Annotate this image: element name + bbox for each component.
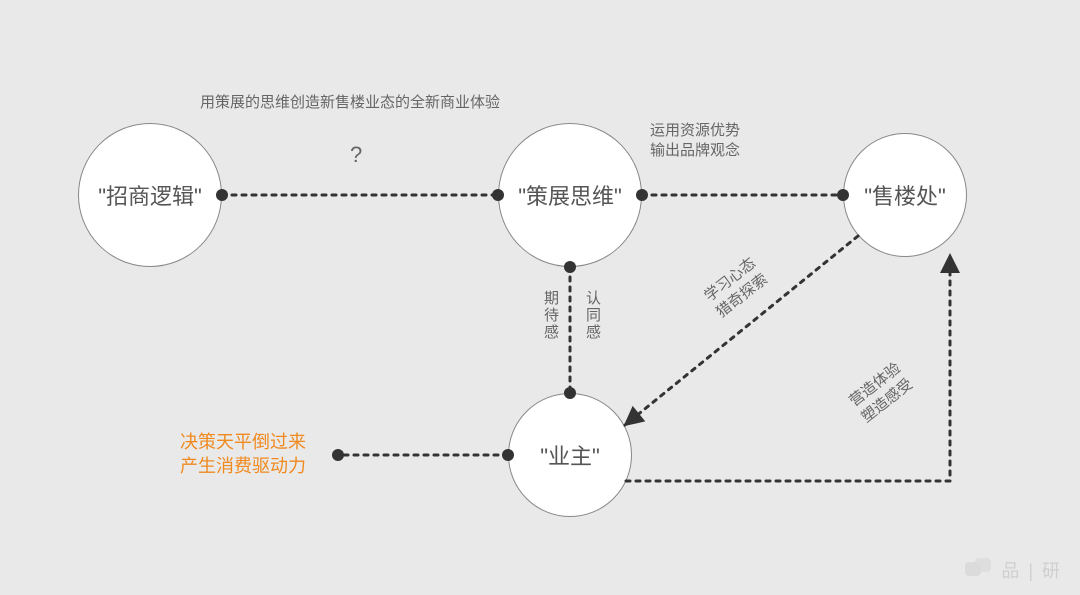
- question-mark: ?: [350, 140, 362, 171]
- label-orange-2: 产生消费驱动力: [180, 454, 306, 479]
- node-label: "售楼处": [864, 179, 946, 211]
- node-label: "招商逻辑": [98, 179, 202, 211]
- label-qidai: 期待感: [540, 290, 561, 341]
- node-cezhan: "策展思维": [498, 123, 642, 267]
- node-label: "策展思维": [518, 179, 622, 211]
- caption-top: 用策展的思维创造新售楼业态的全新商业体验: [200, 92, 500, 113]
- watermark: 品 | 研: [965, 557, 1062, 583]
- wechat-icon: [965, 558, 993, 582]
- node-shoulou: "售楼处": [843, 133, 967, 257]
- node-zhaoshang: "招商逻辑": [78, 123, 222, 267]
- watermark-text: 品 | 研: [1001, 557, 1062, 583]
- node-label: "业主": [540, 439, 600, 471]
- node-yezhu: "业主": [508, 393, 632, 517]
- caption-right-1: 运用资源优势: [650, 120, 740, 141]
- edge-e5: [626, 255, 950, 481]
- caption-right-2: 输出品牌观念: [650, 140, 740, 161]
- label-rentong: 认同感: [582, 290, 603, 341]
- label-orange-1: 决策天平倒过来: [180, 430, 306, 455]
